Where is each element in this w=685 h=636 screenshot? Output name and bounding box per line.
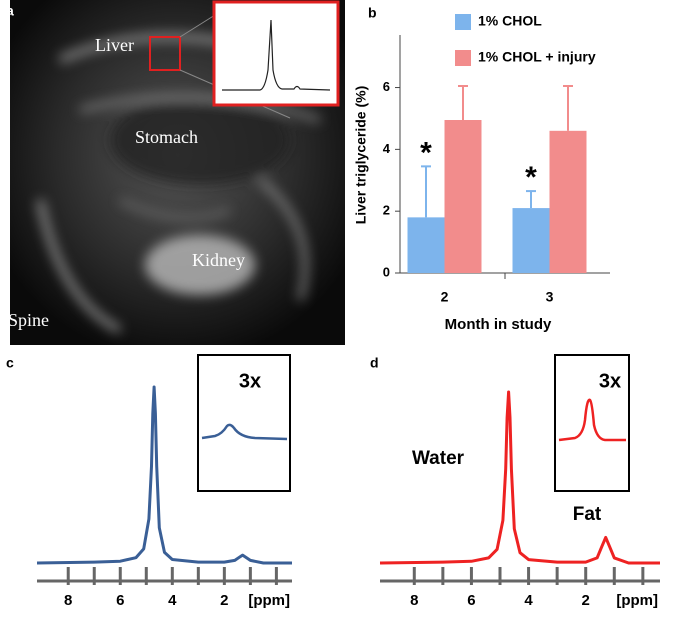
x-tick-label: 2 bbox=[582, 592, 590, 609]
inset-label: 3x bbox=[239, 370, 261, 392]
panel-label: c bbox=[6, 355, 14, 371]
panel-label: a bbox=[6, 3, 14, 19]
legend-swatch bbox=[455, 14, 471, 30]
inset bbox=[197, 354, 630, 492]
panel-label: b bbox=[368, 5, 377, 21]
x-tick-label: 2 bbox=[441, 289, 449, 305]
organ-label: Spine bbox=[8, 310, 49, 330]
panel-label: d bbox=[370, 355, 379, 371]
bar bbox=[444, 120, 482, 273]
mri-image bbox=[10, 0, 345, 345]
inset-label: 3x bbox=[599, 370, 621, 392]
legend-label: 1% CHOL bbox=[478, 13, 542, 29]
legend-swatch bbox=[455, 50, 471, 66]
y-tick-label: 2 bbox=[383, 203, 390, 218]
x-tick-label: 4 bbox=[168, 592, 177, 609]
spectrum-line bbox=[36, 385, 292, 565]
x-unit: [ppm] bbox=[248, 592, 290, 609]
organ-label: Kidney bbox=[192, 250, 245, 270]
x-tick-label: 4 bbox=[524, 592, 533, 609]
x-axis-label: Month in study bbox=[445, 316, 552, 333]
x-tick-label: 8 bbox=[64, 592, 72, 609]
annotation: * bbox=[420, 136, 432, 169]
legend-label: 1% CHOL + injury bbox=[478, 49, 596, 65]
annotation: * bbox=[525, 161, 537, 194]
x-tick-label: 2 bbox=[220, 592, 228, 609]
x-unit: [ppm] bbox=[616, 592, 658, 609]
y-tick-label: 4 bbox=[383, 141, 391, 156]
x-tick-label: 8 bbox=[410, 592, 418, 609]
y-axis-label: Liver triglyceride (%) bbox=[353, 86, 369, 225]
y-tick-label: 0 bbox=[383, 264, 390, 279]
bar bbox=[512, 208, 550, 273]
annotation: Water bbox=[412, 448, 465, 469]
bar bbox=[407, 217, 445, 273]
x-tick-label: 6 bbox=[467, 592, 475, 609]
x-tick-label: 3 bbox=[546, 289, 554, 305]
organ-label: Liver bbox=[95, 35, 134, 55]
annotation: Fat bbox=[573, 504, 602, 525]
bar bbox=[549, 130, 587, 273]
organ-label: Stomach bbox=[135, 127, 198, 147]
spectrum-line bbox=[379, 390, 660, 565]
y-tick-label: 6 bbox=[383, 79, 390, 94]
x-tick-label: 6 bbox=[116, 592, 124, 609]
